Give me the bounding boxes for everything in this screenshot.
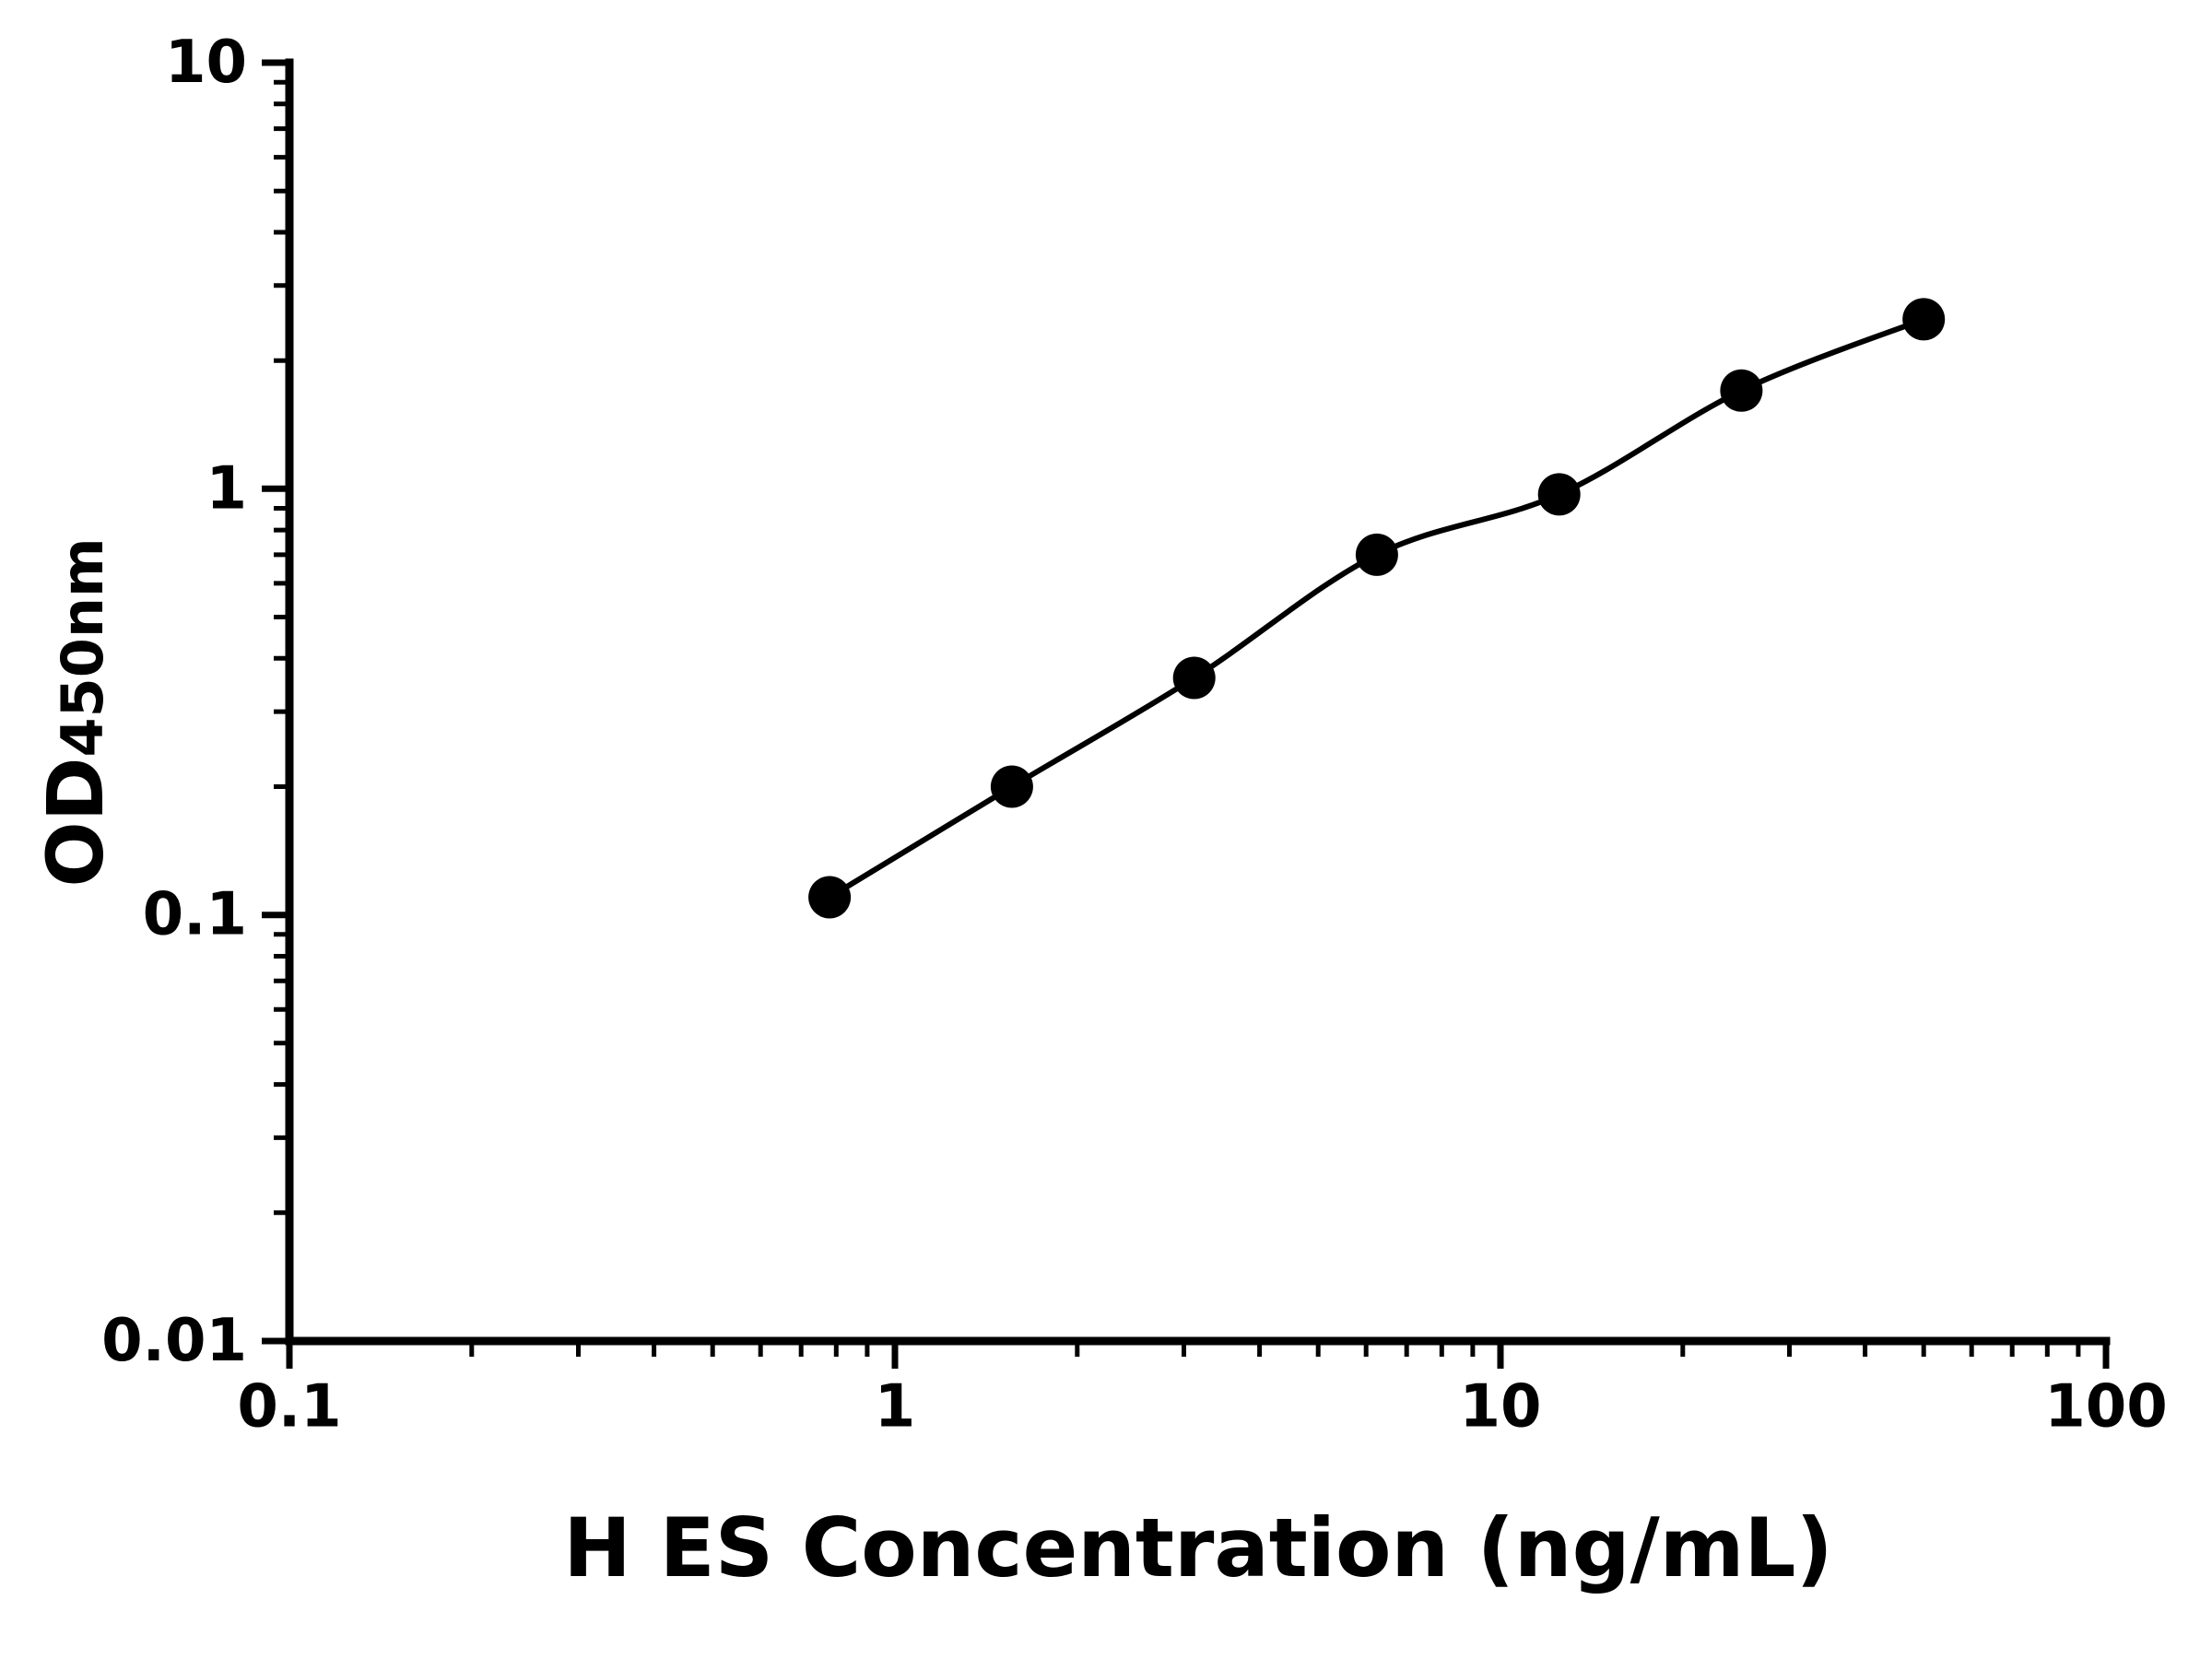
data-point-marker — [1355, 533, 1398, 576]
y-tick-label: 0.01 — [101, 1307, 247, 1375]
data-point-marker — [1172, 656, 1216, 700]
data-point-marker — [808, 876, 852, 919]
x-tick-label: 100 — [2044, 1372, 2168, 1441]
y-axis-title-sub: 450nm — [49, 537, 116, 758]
data-point-marker — [1720, 369, 1763, 412]
x-tick-label: 10 — [1459, 1372, 1541, 1441]
y-tick-label: 1 — [206, 454, 247, 523]
x-tick-label: 0.1 — [237, 1372, 341, 1441]
y-axis-title-main: OD — [30, 757, 121, 888]
x-axis-title: H ES Concentration (ng/mL) — [563, 1500, 1833, 1595]
y-tick-label: 10 — [165, 29, 247, 97]
y-tick-label: 0.1 — [143, 881, 247, 949]
y-axis-title: OD450nm — [30, 537, 121, 887]
data-point-marker — [1537, 473, 1581, 516]
data-point-marker — [1902, 298, 1946, 341]
x-tick-label: 1 — [875, 1372, 916, 1441]
data-point-marker — [990, 765, 1033, 808]
standard-curve-line — [828, 316, 1925, 900]
